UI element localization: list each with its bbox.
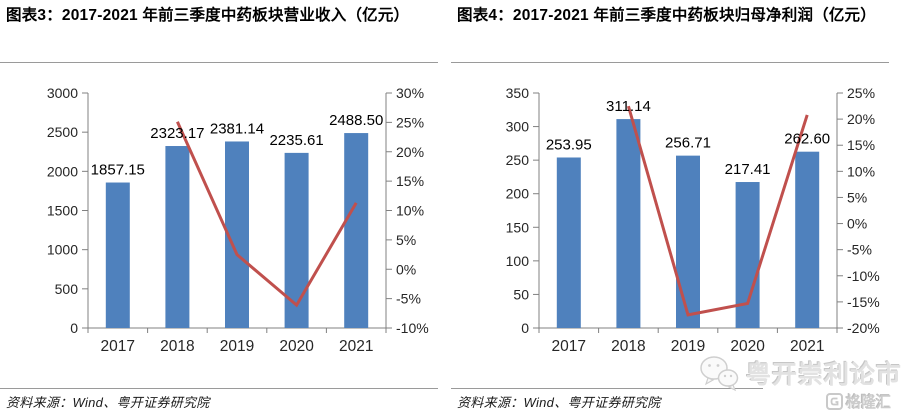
right-axis-tick-label: 5% xyxy=(847,189,867,205)
right-axis-tick-label: 10% xyxy=(396,203,424,219)
left-axis-tick-label: 500 xyxy=(55,281,79,297)
gelonghui-logo-icon xyxy=(826,393,843,410)
bar-data-label: 2488.50 xyxy=(329,112,383,129)
category-label: 2018 xyxy=(160,338,194,355)
left-axis-tick-label: 3000 xyxy=(47,85,78,101)
left-axis-tick-label: 0 xyxy=(521,320,529,336)
left-axis-tick-label: 0 xyxy=(70,320,78,336)
bars xyxy=(556,119,820,329)
bar xyxy=(284,152,309,328)
category-label: 2020 xyxy=(279,338,314,355)
footer-divider xyxy=(0,388,438,389)
footer-divider xyxy=(451,388,763,389)
category-label: 2019 xyxy=(220,338,254,355)
watermark-text: 粤开崇利论市 xyxy=(746,361,901,389)
left-axis-tick-label: 300 xyxy=(506,119,530,135)
title-divider xyxy=(451,62,889,63)
left-axis-tick-label: 2000 xyxy=(47,163,78,179)
right-axis-tick-label: -5% xyxy=(396,291,421,307)
bar-data-label: 1857.15 xyxy=(91,162,145,179)
right-axis-tick-label: 0% xyxy=(396,261,416,277)
bar-data-label: 2381.14 xyxy=(210,120,264,137)
source-note: 资料来源：Wind、粤开证券研究院 xyxy=(6,395,210,410)
revenue-bar-line-chart: 0 500 1000 1500 2000 2500 3000 -10% -5% 0% 5% 10% 15… xyxy=(47,85,429,355)
bar xyxy=(344,133,369,328)
left-axis-tick-label: 100 xyxy=(506,253,530,269)
bar xyxy=(795,151,820,328)
left-axis-tick-label: 350 xyxy=(506,85,530,101)
wechat-chat-bubbles-icon xyxy=(700,356,739,392)
data-labels: 1857.15 2323.17 2381.14 2235.61 2488.50 xyxy=(91,112,384,178)
bar-data-label: 2323.17 xyxy=(150,125,204,142)
left-axis-tick-label: 1500 xyxy=(47,203,78,219)
chart-title: 图表3：2017-2021 年前三季度中药板块营业收入（亿元） xyxy=(6,7,410,24)
category-label: 2019 xyxy=(671,338,705,355)
bar-data-label: 217.41 xyxy=(725,161,771,178)
bar-data-label: 2235.61 xyxy=(269,132,323,149)
bar-data-label: 253.95 xyxy=(546,136,592,153)
bar-data-label: 256.71 xyxy=(665,135,711,152)
right-axis-tick-label: 5% xyxy=(396,232,416,248)
right-axis-tick-label: -10% xyxy=(396,320,429,336)
source-note: 资料来源：Wind、粤开证券研究院 xyxy=(457,395,661,410)
right-axis-tick-label: -5% xyxy=(847,242,872,258)
title-divider xyxy=(0,62,438,63)
right-axis-tick-label: 20% xyxy=(396,144,424,160)
right-axis-tick-label: 0% xyxy=(847,216,867,232)
category-label: 2017 xyxy=(101,338,135,355)
data-labels: 253.95 311.14 256.71 217.41 262.60 xyxy=(546,98,830,178)
category-label: 2017 xyxy=(552,338,586,355)
left-axis-tick-label: 250 xyxy=(506,152,530,168)
bars xyxy=(105,133,369,328)
chart-panel-revenue: 图表3：2017-2021 年前三季度中药板块营业收入（亿元） 0 500 1000… xyxy=(0,0,450,417)
bar xyxy=(676,155,700,328)
gelonghui-logo: 格隆汇 xyxy=(826,391,891,412)
chart-panel-net-profit: 图表4：2017-2021 年前三季度中药板块归母净利润（亿元） 0 50 100 1… xyxy=(451,0,901,417)
right-axis-tick-label: -10% xyxy=(847,268,880,284)
bar xyxy=(556,157,581,328)
category-label: 2021 xyxy=(339,338,373,355)
axes: 0 500 1000 1500 2000 2500 3000 -10% -5% 0% 5% 10% 15… xyxy=(47,85,429,355)
bar-data-label: 311.14 xyxy=(606,98,651,115)
bar xyxy=(105,182,130,328)
right-axis-tick-label: 10% xyxy=(847,163,875,179)
net-profit-bar-line-chart: 0 50 100 150 200 250 300 350 -20% -15% -10% -5% 0% 5%… xyxy=(506,85,880,355)
bar xyxy=(165,146,190,328)
left-axis-tick-label: 2500 xyxy=(47,124,78,140)
right-axis-tick-label: 30% xyxy=(396,85,424,101)
right-axis-tick-label: 25% xyxy=(396,114,424,130)
chart-title: 图表4：2017-2021 年前三季度中药板块归母净利润（亿元） xyxy=(457,7,876,24)
gelonghui-logo-text: 格隆汇 xyxy=(846,394,892,411)
right-axis-tick-label: 25% xyxy=(847,85,875,101)
left-axis-tick-label: 150 xyxy=(506,219,530,235)
right-axis-tick-label: 20% xyxy=(847,111,875,127)
category-label: 2018 xyxy=(611,338,645,355)
right-axis-tick-label: 15% xyxy=(396,173,424,189)
left-axis-tick-label: 50 xyxy=(513,286,529,302)
bar-data-label: 262.60 xyxy=(784,131,830,148)
category-label: 2020 xyxy=(730,338,765,355)
growth-rate-line xyxy=(626,105,809,317)
right-axis-tick-label: -20% xyxy=(847,320,880,336)
left-axis-tick-label: 200 xyxy=(506,186,530,202)
growth-rate-line xyxy=(176,121,358,308)
left-axis-tick-label: 1000 xyxy=(47,242,78,258)
right-axis-tick-label: -15% xyxy=(847,294,880,310)
wechat-watermark: 粤开崇利论市 xyxy=(698,354,901,392)
right-axis-tick-label: 15% xyxy=(847,137,875,153)
bar xyxy=(616,119,641,329)
category-label: 2021 xyxy=(790,338,824,355)
